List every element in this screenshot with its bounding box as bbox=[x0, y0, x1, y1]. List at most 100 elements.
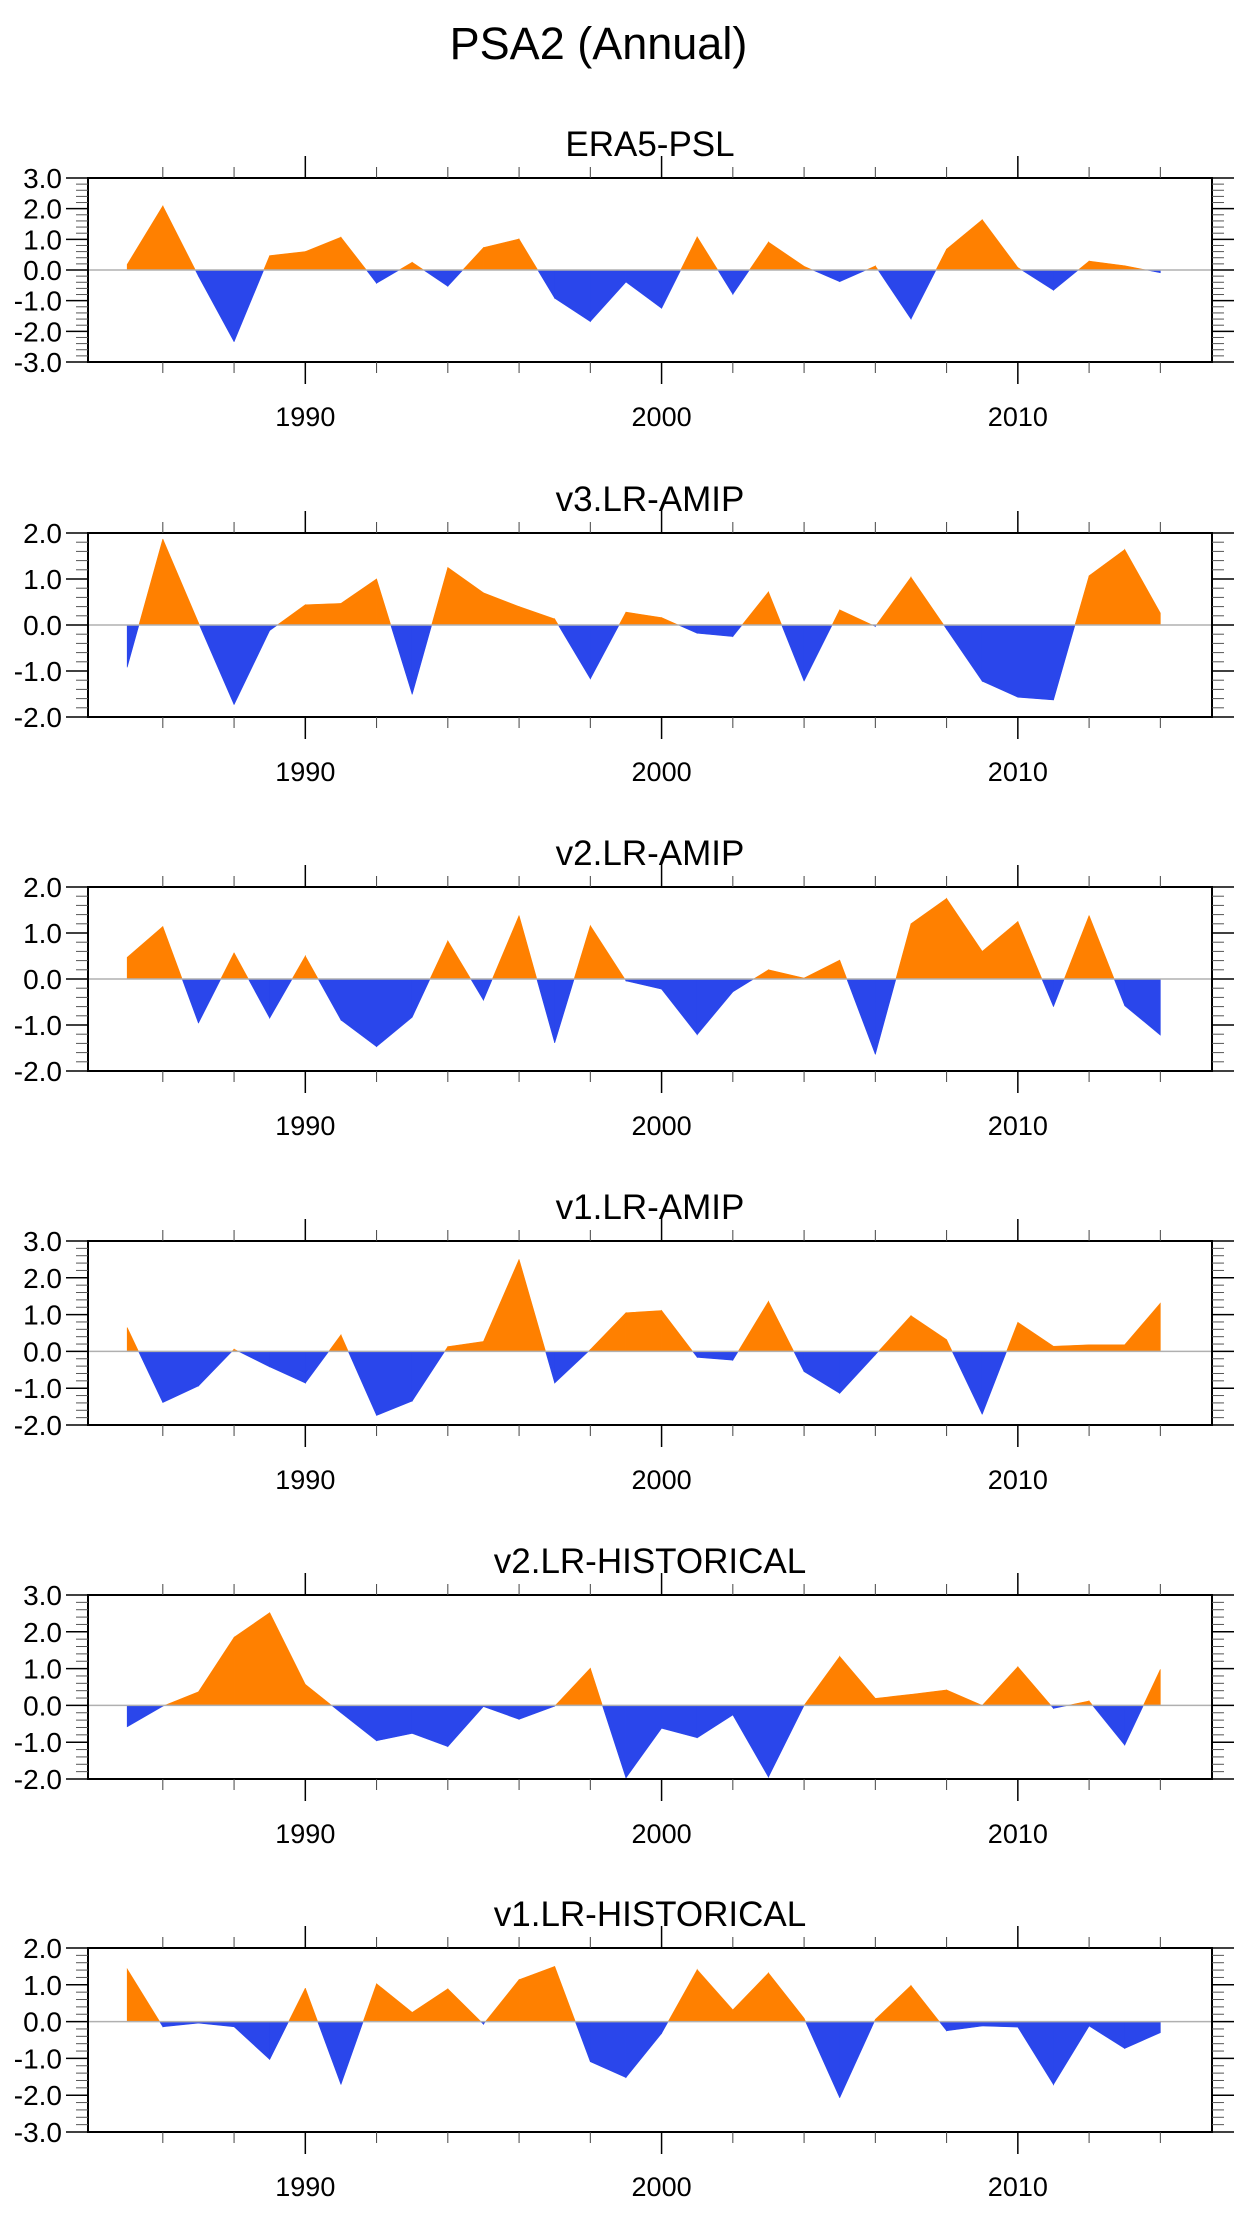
negative-area bbox=[981, 624, 1019, 698]
x-tick-label: 2010 bbox=[988, 402, 1048, 432]
negative-area bbox=[198, 624, 235, 705]
positive-area bbox=[1063, 915, 1090, 980]
positive-area bbox=[233, 1612, 270, 1706]
positive-area bbox=[803, 959, 841, 980]
negative-area bbox=[411, 978, 431, 1018]
positive-area bbox=[554, 1667, 591, 1706]
positive-area bbox=[411, 261, 425, 271]
negative-area bbox=[376, 1705, 413, 1742]
negative-area bbox=[590, 624, 620, 679]
positive-area bbox=[447, 939, 472, 980]
positive-area bbox=[447, 1988, 482, 2022]
positive-area bbox=[910, 897, 947, 980]
y-tick-label: 1.0 bbox=[23, 1300, 62, 1331]
y-tick-label: 2.0 bbox=[23, 518, 62, 549]
y-tick-label: -1.0 bbox=[14, 1373, 62, 1404]
negative-area bbox=[812, 269, 841, 283]
negative-area bbox=[1017, 624, 1054, 701]
positive-area bbox=[875, 1984, 912, 2022]
panel-4: v1.LR-AMIP 3.0 2.0 1.0 0.0 -1.0 -2.0 1990 2000 20… bbox=[14, 1188, 1234, 1495]
positive-area bbox=[946, 1339, 953, 1352]
figure-title: PSA2 (Annual) bbox=[449, 18, 748, 69]
negative-area bbox=[126, 1705, 164, 1728]
x-tick-label: 2000 bbox=[632, 1111, 692, 1141]
y-tick-label: -3.0 bbox=[14, 2117, 62, 2148]
positive-area bbox=[875, 576, 912, 626]
panel-title: v1.LR-AMIP bbox=[556, 1188, 745, 1227]
negative-area bbox=[1092, 1705, 1126, 1746]
negative-area bbox=[1113, 978, 1126, 1006]
x-tick-label: 2000 bbox=[632, 757, 692, 787]
positive-area bbox=[397, 261, 413, 271]
positive-area bbox=[839, 960, 848, 980]
negative-area bbox=[696, 624, 734, 637]
panel-title: v2.LR-HISTORICAL bbox=[494, 1542, 807, 1581]
negative-area bbox=[194, 269, 199, 277]
negative-area bbox=[951, 1351, 983, 1415]
negative-area bbox=[946, 2021, 983, 2032]
negative-area bbox=[732, 1705, 769, 1779]
positive-area bbox=[328, 1333, 342, 1352]
negative-area bbox=[678, 624, 698, 634]
positive-area bbox=[803, 1655, 841, 1706]
positive-area bbox=[661, 1309, 694, 1352]
positive-area bbox=[768, 591, 783, 626]
negative-area bbox=[411, 1351, 446, 1403]
y-tick-label: 0.0 bbox=[23, 964, 62, 995]
x-tick-label: 2010 bbox=[988, 2172, 1048, 2202]
positive-area bbox=[590, 1312, 627, 1352]
positive-area bbox=[1017, 1665, 1052, 1706]
negative-area bbox=[470, 978, 484, 1002]
y-tick-label: 2.0 bbox=[23, 1933, 62, 1964]
positive-area bbox=[518, 606, 556, 626]
panel-2: v3.LR-AMIP 2.0 1.0 0.0 -1.0 -2.0 1990 2000 2010 bbox=[14, 480, 1234, 787]
positive-area bbox=[269, 1612, 306, 1706]
x-tick-label: 2000 bbox=[632, 1819, 692, 1849]
negative-area bbox=[340, 2021, 364, 2085]
positive-area bbox=[946, 897, 983, 980]
negative-area bbox=[696, 1705, 734, 1739]
x-tick-label: 1990 bbox=[275, 402, 335, 432]
negative-area bbox=[483, 1705, 520, 1720]
negative-area bbox=[692, 1351, 698, 1359]
x-tick-label: 2010 bbox=[988, 757, 1048, 787]
positive-area bbox=[233, 952, 249, 980]
negative-area bbox=[162, 1351, 199, 1404]
negative-area bbox=[1020, 269, 1054, 291]
positive-area bbox=[288, 1987, 306, 2022]
negative-area bbox=[625, 978, 662, 990]
negative-area bbox=[1088, 2021, 1126, 2050]
positive-area bbox=[768, 1301, 795, 1352]
negative-area bbox=[545, 1351, 556, 1384]
positive-area bbox=[680, 236, 698, 271]
positive-area bbox=[164, 1691, 199, 1706]
positive-area bbox=[1017, 921, 1043, 980]
x-tick-label: 1990 bbox=[275, 757, 335, 787]
x-tick-label: 1990 bbox=[275, 2172, 335, 2202]
negative-area bbox=[732, 269, 750, 296]
x-tick-label: 2000 bbox=[632, 402, 692, 432]
positive-area bbox=[1124, 1302, 1161, 1352]
y-tick-label: 1.0 bbox=[23, 564, 62, 595]
positive-area bbox=[910, 576, 945, 626]
negative-area bbox=[839, 1351, 876, 1395]
y-tick-label: -2.0 bbox=[14, 702, 62, 733]
negative-area bbox=[661, 2021, 669, 2035]
positive-area bbox=[518, 915, 538, 980]
positive-area bbox=[895, 923, 912, 980]
positive-area bbox=[910, 1689, 947, 1706]
negative-area bbox=[557, 624, 591, 680]
x-tick-label: 2010 bbox=[988, 1819, 1048, 1849]
negative-area bbox=[661, 1705, 698, 1739]
negative-area bbox=[574, 2021, 591, 2062]
panel-title: v1.LR-HISTORICAL bbox=[494, 1895, 807, 1934]
negative-area bbox=[138, 1351, 164, 1403]
positive-area bbox=[839, 609, 873, 626]
positive-area bbox=[126, 1967, 161, 2022]
negative-area bbox=[839, 269, 867, 283]
positive-area bbox=[483, 238, 520, 271]
positive-area bbox=[220, 952, 235, 980]
positive-area bbox=[1088, 1344, 1126, 1352]
plot-frame bbox=[87, 1240, 1213, 1426]
positive-area bbox=[1053, 1344, 1090, 1352]
